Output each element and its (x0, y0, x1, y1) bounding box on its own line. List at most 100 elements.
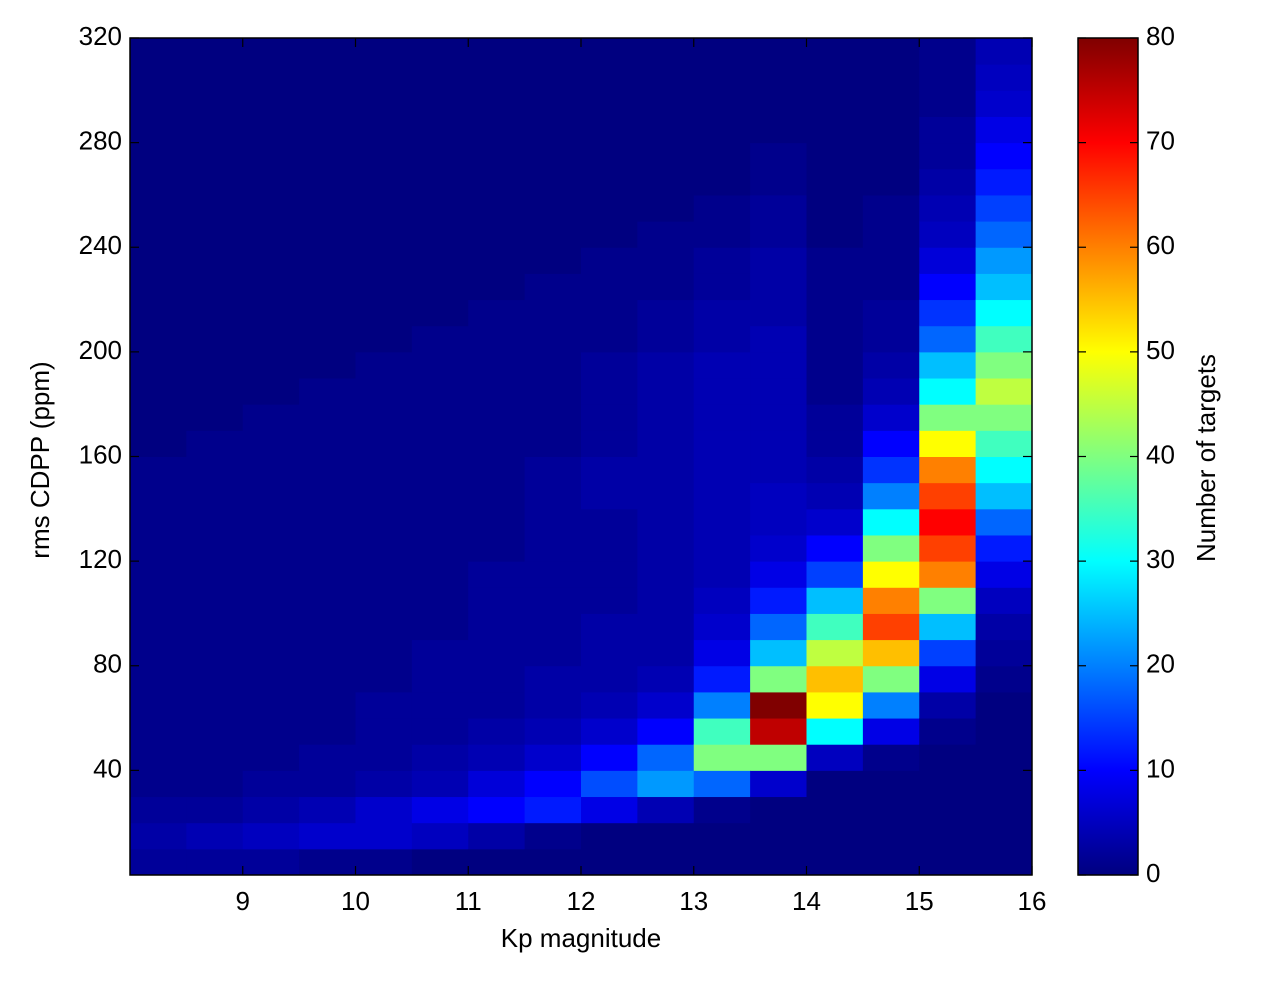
x-tick-label: 16 (1018, 886, 1047, 916)
heat-cell (130, 665, 187, 693)
heat-cell (411, 351, 469, 379)
heat-cell (581, 299, 638, 327)
heat-cell (130, 116, 187, 144)
heat-cell (693, 796, 751, 824)
heat-cell (581, 325, 638, 353)
heat-cell (806, 744, 864, 771)
heat-cell (468, 194, 526, 222)
heat-cell (806, 38, 864, 65)
heat-cell (299, 64, 356, 91)
heat-cell (750, 194, 807, 222)
heat-cell (299, 718, 356, 745)
heat-cell (411, 639, 469, 667)
heat-cell (299, 639, 356, 667)
heat-cell (750, 325, 807, 353)
heat-cell (524, 325, 582, 353)
heat-cell (355, 482, 413, 510)
x-axis-label: Kp magnitude (501, 923, 661, 953)
heat-cell (975, 665, 1033, 693)
heat-cell (355, 613, 413, 641)
heat-cell (919, 273, 977, 301)
heat-cell (693, 221, 751, 248)
heat-cell (750, 665, 807, 693)
heat-cell (524, 508, 582, 536)
heat-cell (411, 822, 469, 850)
heat-cell (411, 430, 469, 457)
heat-cell (975, 639, 1033, 667)
heat-cell (411, 482, 469, 510)
heat-cell (524, 168, 582, 196)
heat-cell (355, 770, 413, 798)
heat-cell (355, 168, 413, 196)
heat-cell (299, 38, 356, 65)
heat-cell (186, 561, 244, 588)
heat-cell (299, 587, 356, 614)
heat-cell (693, 168, 751, 196)
heat-cell (693, 430, 751, 457)
heat-cell (355, 534, 413, 562)
heat-cell (581, 796, 638, 824)
colorbar-label: Number of targets (1191, 354, 1221, 562)
heat-cell (919, 770, 977, 798)
heat-cell (581, 534, 638, 562)
heat-cell (919, 744, 977, 771)
heat-cell (862, 194, 920, 222)
heat-cell (130, 456, 187, 484)
heat-cell (637, 796, 695, 824)
heat-cell (975, 508, 1033, 536)
heat-cell (186, 456, 244, 484)
heat-cell (975, 744, 1033, 771)
heat-cell (524, 770, 582, 798)
heat-cell (975, 64, 1033, 91)
heat-cell (637, 325, 695, 353)
heat-cell (919, 534, 977, 562)
heat-cell (806, 351, 864, 379)
heat-cell (919, 456, 977, 484)
heat-cell (242, 325, 300, 353)
heat-cell (355, 744, 413, 771)
heat-cell (299, 613, 356, 641)
heat-cell (975, 325, 1033, 353)
heat-cell (411, 64, 469, 91)
heat-cell (299, 770, 356, 798)
heat-cell (299, 482, 356, 510)
heat-cell (186, 508, 244, 536)
heat-cell (581, 64, 638, 91)
heat-cell (637, 587, 695, 614)
heat-cell (242, 613, 300, 641)
heat-cell (524, 247, 582, 274)
heat-cell (919, 404, 977, 431)
heat-cell (130, 848, 187, 876)
heat-cell (299, 561, 356, 588)
colorbar-tick-label: 20 (1146, 649, 1175, 679)
heat-cell (130, 587, 187, 614)
heat-cell (355, 351, 413, 379)
heat-cell (975, 247, 1033, 274)
heat-cell (581, 508, 638, 536)
heat-cell (411, 404, 469, 431)
heat-cell (975, 796, 1033, 824)
heat-cell (862, 299, 920, 327)
heat-cell (637, 508, 695, 536)
heat-cell (862, 508, 920, 536)
heat-cell (975, 587, 1033, 614)
heat-cell (524, 796, 582, 824)
heat-cell (637, 822, 695, 850)
heat-cell (130, 770, 187, 798)
heat-cell (242, 64, 300, 91)
x-tick-label: 11 (455, 886, 482, 916)
heat-cell (468, 351, 526, 379)
colorbar-tick-label: 70 (1146, 126, 1175, 156)
heat-cell (242, 508, 300, 536)
heat-cell (242, 718, 300, 745)
heat-cell (637, 718, 695, 745)
heat-cell (411, 221, 469, 248)
heat-cell (468, 38, 526, 65)
heat-cell (186, 770, 244, 798)
heat-cell (468, 482, 526, 510)
heat-cell (806, 508, 864, 536)
heat-cell (862, 378, 920, 405)
heat-cell (693, 142, 751, 170)
heat-cell (862, 561, 920, 588)
